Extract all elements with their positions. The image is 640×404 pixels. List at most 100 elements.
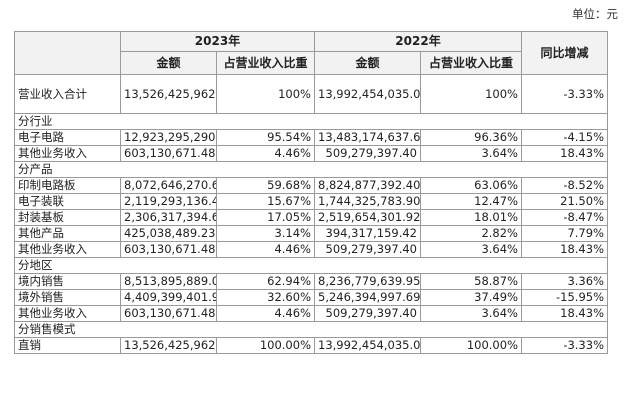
- table-row-total: 营业收入合计 13,526,425,962.45 100% 13,992,454…: [14, 74, 608, 114]
- row-label: 其他业务收入: [14, 241, 121, 258]
- ratio-2022: 100.00%: [420, 337, 522, 354]
- ratio-2022: 37.49%: [420, 289, 522, 306]
- amount-2023: 603,130,671.48: [120, 145, 217, 162]
- row-label: 境内销售: [14, 273, 121, 290]
- amount-2022: 394,317,159.42: [314, 225, 421, 242]
- yoy-change: -15.95%: [521, 289, 608, 306]
- row-label: 封装基板: [14, 209, 121, 226]
- yoy-change: 7.79%: [521, 225, 608, 242]
- row-label: 其他业务收入: [14, 145, 121, 162]
- ratio-2023: 17.05%: [216, 209, 315, 226]
- yoy-change: -3.33%: [521, 337, 608, 354]
- ratio-2022: 12.47%: [420, 193, 522, 210]
- amount-2023: 8,072,646,270.62: [120, 177, 217, 194]
- header-ratio-2023: 占营业收入比重: [216, 51, 315, 75]
- amount-2023: 13,526,425,962.45: [120, 74, 217, 114]
- amount-2022: 2,519,654,301.92: [314, 209, 421, 226]
- header-empty-cell: [14, 31, 121, 75]
- row-label: 营业收入合计: [14, 74, 121, 114]
- revenue-table-body: 2023年 2022年 同比增减 金额 占营业收入比重 金额 占营业收入比重 营…: [14, 31, 608, 354]
- table-row: 其他业务收入 603,130,671.48 4.46% 509,279,397.40 3…: [14, 145, 608, 162]
- ratio-2022: 2.82%: [420, 225, 522, 242]
- section-row: 分产品: [14, 161, 608, 178]
- yoy-change: -3.33%: [521, 74, 608, 114]
- ratio-2022: 3.64%: [420, 241, 522, 258]
- table-row: 电子装联 2,119,293,136.47 15.67% 1,744,325,783.…: [14, 193, 608, 210]
- section-title: 分产品: [14, 161, 608, 178]
- amount-2022: 13,483,174,637.64: [314, 129, 421, 146]
- table-row: 印制电路板 8,072,646,270.62 59.68% 8,824,877,392…: [14, 177, 608, 194]
- ratio-2023: 59.68%: [216, 177, 315, 194]
- header-yoy: 同比增减: [521, 31, 608, 75]
- ratio-2023: 32.60%: [216, 289, 315, 306]
- header-amount-2022: 金额: [314, 51, 421, 75]
- row-label: 其他业务收入: [14, 305, 121, 322]
- table-row: 其他产品 425,038,489.23 3.14% 394,317,159.42 2.8…: [14, 225, 608, 242]
- row-label: 直销: [14, 337, 121, 354]
- amount-2023: 12,923,295,290.97: [120, 129, 217, 146]
- amount-2022: 509,279,397.40: [314, 241, 421, 258]
- row-label: 电子装联: [14, 193, 121, 210]
- row-label: 电子电路: [14, 129, 121, 146]
- table-row: 境内销售 8,513,895,889.06 62.94% 8,236,779,639.…: [14, 273, 608, 290]
- revenue-table: 2023年 2022年 同比增减 金额 占营业收入比重 金额 占营业收入比重 营…: [14, 31, 608, 354]
- amount-2023: 13,526,425,962.45: [120, 337, 217, 354]
- ratio-2023: 3.14%: [216, 225, 315, 242]
- amount-2023: 603,130,671.48: [120, 305, 217, 322]
- amount-2022: 13,992,454,035.04: [314, 337, 421, 354]
- section-title: 分地区: [14, 257, 608, 274]
- amount-2022: 8,236,779,639.95: [314, 273, 421, 290]
- table-row: 封装基板 2,306,317,394.65 17.05% 2,519,654,301.…: [14, 209, 608, 226]
- yoy-change: 18.43%: [521, 305, 608, 322]
- yoy-change: 21.50%: [521, 193, 608, 210]
- section-title: 分行业: [14, 113, 608, 130]
- ratio-2023: 62.94%: [216, 273, 315, 290]
- row-label: 境外销售: [14, 289, 121, 306]
- yoy-change: -8.52%: [521, 177, 608, 194]
- ratio-2023: 95.54%: [216, 129, 315, 146]
- amount-2023: 8,513,895,889.06: [120, 273, 217, 290]
- amount-2023: 4,409,399,401.91: [120, 289, 217, 306]
- section-row: 分行业: [14, 113, 608, 130]
- table-row: 其他业务收入 603,130,671.48 4.46% 509,279,397.40 3…: [14, 241, 608, 258]
- ratio-2022: 58.87%: [420, 273, 522, 290]
- section-row: 分销售模式: [14, 321, 608, 338]
- amount-2022: 509,279,397.40: [314, 145, 421, 162]
- row-label: 印制电路板: [14, 177, 121, 194]
- section-title: 分销售模式: [14, 321, 608, 338]
- ratio-2023: 4.46%: [216, 241, 315, 258]
- table-row: 电子电路12,923,295,290.9795.54%13,483,174,63…: [14, 129, 608, 146]
- ratio-2023: 100.00%: [216, 337, 315, 354]
- section-row: 分地区: [14, 257, 608, 274]
- header-ratio-2022: 占营业收入比重: [420, 51, 522, 75]
- amount-2023: 2,306,317,394.65: [120, 209, 217, 226]
- ratio-2022: 3.64%: [420, 305, 522, 322]
- amount-2023: 603,130,671.48: [120, 241, 217, 258]
- ratio-2022: 18.01%: [420, 209, 522, 226]
- table-row: 境外销售 4,409,399,401.91 32.60% 5,246,394,997.…: [14, 289, 608, 306]
- yoy-change: -4.15%: [521, 129, 608, 146]
- ratio-2023: 4.46%: [216, 305, 315, 322]
- table-row: 直销13,526,425,962.45100.00%13,992,454,035…: [14, 337, 608, 354]
- amount-2022: 509,279,397.40: [314, 305, 421, 322]
- ratio-2022: 96.36%: [420, 129, 522, 146]
- yoy-change: -8.47%: [521, 209, 608, 226]
- ratio-2022: 100%: [420, 74, 522, 114]
- amount-2022: 13,992,454,035.04: [314, 74, 421, 114]
- ratio-2023: 100%: [216, 74, 315, 114]
- yoy-change: 3.36%: [521, 273, 608, 290]
- amount-2022: 5,246,394,997.69: [314, 289, 421, 306]
- header-amount-2023: 金额: [120, 51, 217, 75]
- amount-2023: 425,038,489.23: [120, 225, 217, 242]
- header-row-columns: 金额 占营业收入比重 金额 占营业收入比重: [15, 51, 608, 75]
- yoy-change: 18.43%: [521, 145, 608, 162]
- row-label: 其他产品: [14, 225, 121, 242]
- ratio-2022: 3.64%: [420, 145, 522, 162]
- ratio-2022: 63.06%: [420, 177, 522, 194]
- ratio-2023: 15.67%: [216, 193, 315, 210]
- amount-2022: 1,744,325,783.90: [314, 193, 421, 210]
- header-2023: 2023年: [120, 31, 315, 52]
- table-row: 其他业务收入 603,130,671.48 4.46% 509,279,397.40 3…: [14, 305, 608, 322]
- header-2022: 2022年: [314, 31, 522, 52]
- amount-2023: 2,119,293,136.47: [120, 193, 217, 210]
